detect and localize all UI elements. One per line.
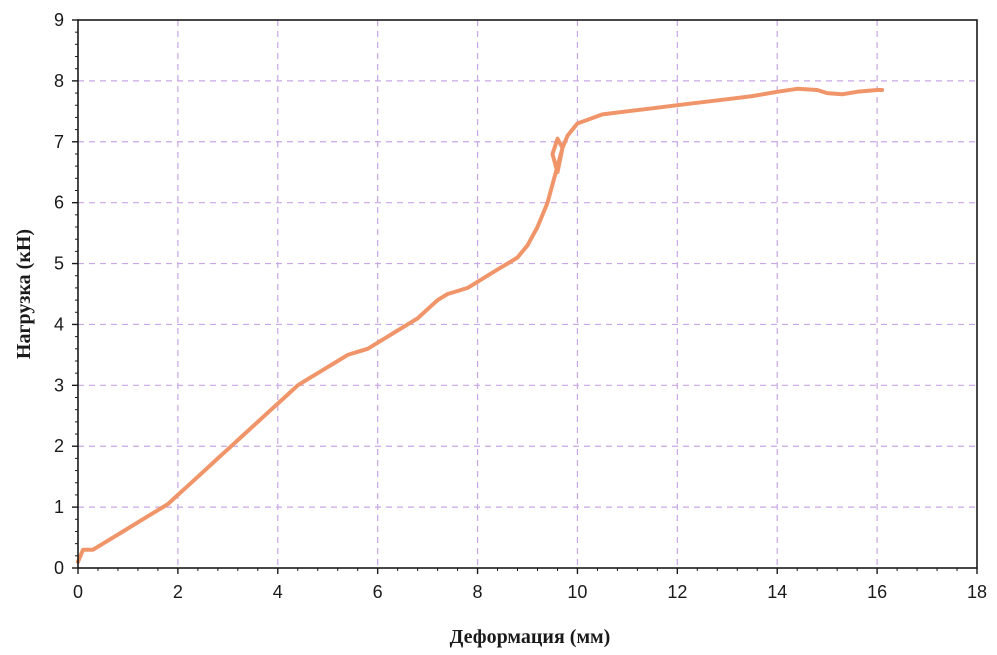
x-tick-label: 0 xyxy=(73,582,83,602)
y-tick-label: 9 xyxy=(54,10,64,30)
y-tick-label: 8 xyxy=(54,71,64,91)
x-tick-label: 10 xyxy=(567,582,587,602)
x-tick-label: 14 xyxy=(767,582,787,602)
y-tick-label: 1 xyxy=(54,497,64,517)
x-tick-label: 18 xyxy=(967,582,987,602)
axes xyxy=(72,19,978,574)
y-tick-label: 4 xyxy=(54,314,64,334)
x-tick-label: 4 xyxy=(273,582,283,602)
series-layer xyxy=(76,86,885,564)
y-tick-label: 0 xyxy=(54,558,64,578)
x-tick-label: 2 xyxy=(173,582,183,602)
series-line xyxy=(76,86,885,564)
y-tick-label: 2 xyxy=(54,436,64,456)
plot-border xyxy=(77,19,978,569)
x-tick-label: 12 xyxy=(667,582,687,602)
grid-lines xyxy=(78,20,977,568)
x-axis-label: Деформация (мм) xyxy=(450,626,611,648)
x-tick-label: 16 xyxy=(867,582,887,602)
y-tick-label: 5 xyxy=(54,254,64,274)
y-tick-label: 7 xyxy=(54,132,64,152)
x-tick-label: 6 xyxy=(373,582,383,602)
y-tick-label: 6 xyxy=(54,193,64,213)
y-tick-label: 3 xyxy=(54,375,64,395)
x-tick-label: 8 xyxy=(473,582,483,602)
y-axis-label: Нагрузка (кН) xyxy=(13,229,35,359)
